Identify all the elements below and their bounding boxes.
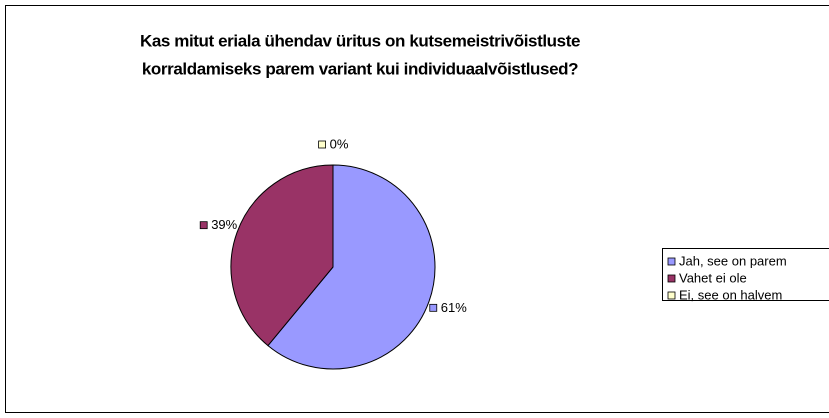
legend-swatch <box>667 291 676 300</box>
data-label-key <box>199 221 208 230</box>
legend-label: Ei, see on halvem <box>679 287 782 302</box>
data-label-key <box>429 303 438 312</box>
legend-swatch <box>667 257 676 266</box>
legend-label: Vahet ei ole <box>679 270 747 285</box>
data-label: 0% <box>330 136 349 151</box>
chart-title: Kas mitut eriala ühendav üritus on kutse… <box>140 31 580 50</box>
data-label-key <box>318 140 327 149</box>
legend-box <box>662 248 829 301</box>
pie-slice <box>230 164 334 347</box>
chart-title: korraldamiseks parem variant kui individ… <box>142 59 578 78</box>
data-label: 39% <box>211 217 237 232</box>
legend-swatch <box>667 274 676 283</box>
data-label: 61% <box>441 300 467 315</box>
pie-slice <box>267 164 436 370</box>
legend-label: Jah, see on parem <box>679 253 787 268</box>
